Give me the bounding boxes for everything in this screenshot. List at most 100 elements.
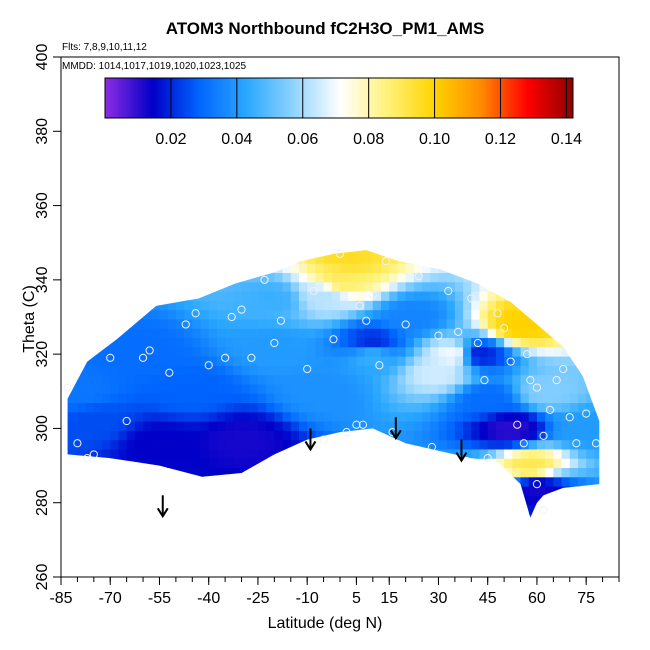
y-axis-label: Theta (C) [21, 285, 38, 353]
heatmap-cell [298, 402, 308, 413]
heatmap-cell [586, 476, 595, 487]
heatmap-cell [537, 523, 546, 533]
heatmap-cell [134, 467, 144, 478]
heatmap-cell [134, 495, 144, 506]
heatmap-cell [126, 448, 136, 459]
colorbar-segment [497, 78, 500, 118]
heatmap-cell [536, 495, 546, 506]
heatmap-cell [69, 328, 79, 339]
heatmap-cell [454, 495, 464, 506]
heatmap-cell [446, 476, 456, 487]
colorbar-segment [141, 78, 144, 118]
colorbar-segment [339, 78, 342, 118]
heatmap-cell [447, 523, 456, 533]
heatmap-cell [487, 439, 497, 450]
heatmap-cell [463, 486, 472, 496]
heatmap-cell [348, 439, 358, 450]
heatmap-cell [69, 523, 78, 533]
heatmap-cell [340, 235, 349, 245]
heatmap-cell [200, 513, 210, 518]
heatmap-cell [67, 337, 70, 348]
heatmap-cell [266, 346, 275, 357]
heatmap-cell [454, 393, 464, 404]
heatmap-cell [389, 346, 399, 357]
heatmap-cell [307, 421, 316, 431]
heatmap-cell [143, 523, 152, 533]
heatmap-cell [77, 291, 87, 301]
heatmap-cell [603, 486, 612, 496]
heatmap-cell [372, 439, 382, 450]
heatmap-cell [274, 495, 284, 506]
heatmap-cell [520, 318, 530, 329]
heatmap-cell [536, 486, 546, 496]
observation-point [270, 338, 279, 348]
heatmap-cell [159, 300, 169, 311]
heatmap-cell [167, 476, 177, 487]
heatmap-cell [422, 365, 431, 376]
heatmap-cell [356, 300, 366, 311]
heatmap-cell [471, 393, 481, 404]
x-tick-label: 45 [479, 590, 497, 607]
heatmap-cell [249, 448, 259, 459]
heatmap-cell [405, 486, 415, 496]
heatmap-cell [512, 253, 522, 264]
heatmap-cell [118, 263, 128, 274]
heatmap-cell [93, 291, 103, 301]
heatmap-cell [594, 281, 600, 292]
heatmap-cell [266, 513, 275, 518]
heatmap-cell [471, 337, 481, 348]
heatmap-cell [307, 281, 316, 292]
heatmap-cell [389, 250, 399, 255]
colorbar-segment [263, 78, 266, 118]
heatmap-cell [356, 291, 366, 301]
colorbar-segment [253, 78, 256, 118]
heatmap-cell [405, 263, 415, 274]
heatmap-cell [577, 476, 587, 487]
heatmap-cell [151, 486, 161, 496]
heatmap-cell [159, 476, 169, 487]
heatmap-cell [307, 495, 316, 506]
observation-point [73, 439, 82, 448]
heatmap-cell [118, 328, 128, 339]
heatmap-cell [471, 439, 481, 450]
heatmap-cell [331, 402, 341, 413]
heatmap-cell [118, 411, 128, 422]
heatmap-cell [331, 300, 341, 311]
heatmap-cell [504, 263, 513, 274]
heatmap-cell [225, 476, 234, 487]
heatmap-cell [479, 291, 489, 301]
heatmap-cell [537, 235, 546, 245]
heatmap-cell [545, 495, 554, 506]
heatmap-cell [422, 309, 431, 320]
heatmap-cell [200, 253, 210, 264]
heatmap-cell [307, 337, 316, 348]
heatmap-cell [348, 448, 358, 459]
heatmap-cell [569, 281, 579, 292]
heatmap-cell [216, 439, 226, 450]
heatmap-cell [586, 448, 595, 459]
heatmap-cell [405, 374, 415, 385]
heatmap-cell [413, 421, 423, 431]
heatmap-cell [536, 383, 546, 394]
heatmap-cell [504, 467, 513, 478]
x-axis-label: Latitude (deg N) [267, 615, 383, 632]
heatmap-cell [495, 272, 505, 283]
heatmap-cell [134, 263, 144, 274]
heatmap-cell [167, 486, 177, 496]
colorbar-segment [153, 78, 156, 118]
heatmap-cell [225, 263, 234, 274]
heatmap-cell [257, 430, 267, 441]
heatmap-cell [175, 337, 185, 348]
colorbar-segment [493, 78, 496, 118]
colorbar-segment [257, 78, 260, 118]
heatmap-cell [397, 421, 407, 431]
heatmap-cell [455, 235, 464, 245]
heatmap-cell [372, 328, 382, 339]
colorbar-segment [459, 78, 462, 118]
heatmap-cell [603, 263, 612, 273]
heatmap-cell [93, 513, 103, 518]
colorbar-segment [543, 78, 546, 118]
heatmap-cell [381, 365, 390, 376]
heatmap-cell [274, 309, 284, 320]
heatmap-cell [266, 476, 275, 487]
